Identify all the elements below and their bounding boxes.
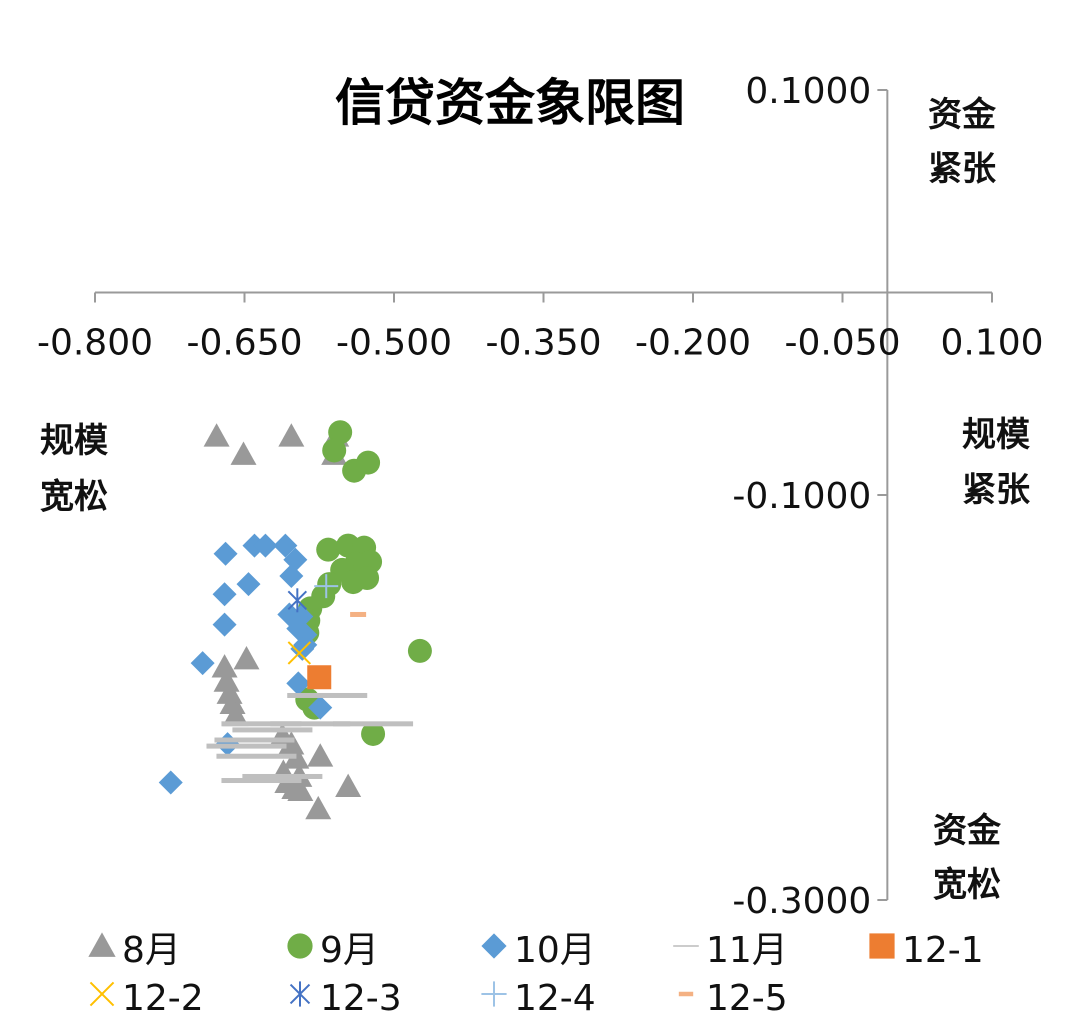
data-point <box>221 778 302 784</box>
data-point <box>350 611 367 617</box>
legend-label: 9月 <box>320 930 379 971</box>
y-tick-label: 0.1000 <box>745 71 871 112</box>
data-point <box>286 671 311 696</box>
legend-label: 11月 <box>706 930 788 971</box>
legend-label: 12-4 <box>514 978 596 1019</box>
data-point <box>316 537 341 562</box>
x-tick-label: -0.050 <box>784 323 900 364</box>
data-point <box>212 582 237 607</box>
data-point <box>287 588 308 613</box>
data-point <box>270 721 351 727</box>
legend-marker <box>481 981 507 1007</box>
data-point <box>361 721 386 746</box>
quadrant-label-right-line1: 规模 <box>962 415 1030 455</box>
data-point <box>283 547 308 572</box>
legend-marker <box>869 933 895 959</box>
x-tick-label: -0.800 <box>37 323 153 364</box>
data-point <box>216 753 297 759</box>
y-tick-label: -0.1000 <box>732 476 871 517</box>
data-points <box>158 420 432 820</box>
legend-label: 12-5 <box>706 978 788 1019</box>
quadrant-label-top-right-line2: 紧张 <box>928 149 996 189</box>
data-point <box>287 641 312 665</box>
data-point <box>287 777 314 802</box>
data-point <box>333 721 414 727</box>
legend-marker <box>89 981 115 1007</box>
data-point <box>219 690 246 714</box>
axes: -0.800 -0.650 -0.500 -0.350 -0.200 -0.050 0.10… <box>37 71 1044 922</box>
data-point <box>273 533 298 558</box>
legend-label: 10月 <box>514 930 596 971</box>
legend-label: 12-3 <box>320 978 402 1019</box>
data-point <box>203 423 230 447</box>
data-point <box>253 533 278 558</box>
data-point <box>335 773 362 797</box>
data-point <box>232 727 313 733</box>
data-point <box>190 651 215 676</box>
legend-marker <box>481 933 507 959</box>
data-point <box>222 702 249 727</box>
data-point <box>212 612 237 637</box>
data-point <box>305 795 332 820</box>
y-tick-label: -0.3000 <box>732 881 871 922</box>
quadrant-label-bottom-right-line1: 资金 <box>933 811 1002 851</box>
data-point <box>341 570 366 595</box>
x-tick-label: -0.350 <box>485 323 601 364</box>
x-tick-label: -0.650 <box>186 323 302 364</box>
quadrant-label-left-line2: 宽松 <box>40 477 108 517</box>
data-point <box>233 646 260 670</box>
legend-marker <box>678 991 694 997</box>
quadrant-label-left-line1: 规模 <box>40 421 108 461</box>
data-point <box>213 668 240 692</box>
data-point <box>221 721 302 727</box>
data-point <box>328 420 353 445</box>
data-point <box>278 423 305 447</box>
x-tick-label: -0.200 <box>635 323 751 364</box>
legend-marker <box>289 981 311 1007</box>
x-tick-label: -0.500 <box>336 323 452 364</box>
chart-title: 信贷资金象限图 <box>335 74 685 132</box>
data-point <box>307 665 332 690</box>
data-point <box>356 450 381 475</box>
data-point <box>213 541 238 566</box>
quadrant-label-right-line2: 紧张 <box>962 470 1030 510</box>
data-point <box>158 770 183 795</box>
legend-marker <box>88 932 116 957</box>
quadrant-label-bottom-right-line2: 宽松 <box>933 865 1001 905</box>
legend-label: 12-1 <box>902 930 984 971</box>
data-point <box>214 737 295 743</box>
data-point <box>308 695 333 720</box>
data-point <box>242 773 323 779</box>
legend-marker <box>673 945 699 947</box>
x-tick-label: 0.100 <box>940 323 1043 364</box>
data-point <box>236 572 261 597</box>
data-point <box>322 438 347 463</box>
legend-marker <box>287 933 313 959</box>
data-point <box>230 441 257 465</box>
data-point <box>206 743 287 749</box>
data-point <box>314 574 339 599</box>
legend-label: 8月 <box>122 930 181 971</box>
data-point <box>407 638 432 663</box>
data-point <box>287 692 368 698</box>
legend-label: 12-2 <box>122 978 204 1019</box>
data-point <box>211 654 238 678</box>
data-point <box>279 564 304 588</box>
data-point <box>307 743 334 767</box>
quadrant-label-top-right-line1: 资金 <box>928 95 997 135</box>
legend: 8月 9月 10月 11月 12-1 12-2 12-3 12-4 12-5 <box>88 930 984 1019</box>
